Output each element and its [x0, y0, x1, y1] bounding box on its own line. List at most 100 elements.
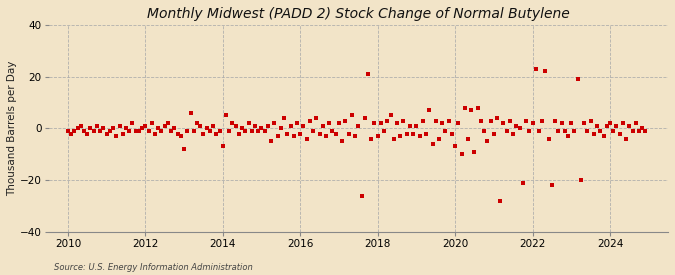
- Point: [333, 121, 344, 125]
- Point: [485, 119, 496, 123]
- Point: [433, 136, 444, 141]
- Point: [337, 139, 348, 144]
- Point: [404, 123, 415, 128]
- Point: [159, 123, 170, 128]
- Y-axis label: Thousand Barrels per Day: Thousand Barrels per Day: [7, 61, 17, 196]
- Point: [576, 178, 587, 182]
- Point: [69, 129, 80, 133]
- Point: [98, 126, 109, 131]
- Point: [537, 119, 547, 123]
- Point: [224, 129, 235, 133]
- Point: [295, 131, 306, 136]
- Point: [105, 129, 115, 133]
- Point: [549, 119, 560, 123]
- Point: [88, 129, 99, 133]
- Point: [217, 144, 228, 149]
- Point: [417, 119, 428, 123]
- Point: [598, 134, 609, 138]
- Point: [508, 131, 518, 136]
- Point: [456, 152, 467, 156]
- Point: [65, 131, 76, 136]
- Point: [572, 77, 583, 81]
- Title: Monthly Midwest (PADD 2) Stock Change of Normal Butylene: Monthly Midwest (PADD 2) Stock Change of…: [147, 7, 570, 21]
- Point: [560, 129, 570, 133]
- Point: [553, 129, 564, 133]
- Point: [414, 134, 425, 138]
- Point: [375, 121, 386, 125]
- Point: [266, 139, 277, 144]
- Point: [346, 113, 357, 118]
- Point: [166, 129, 177, 133]
- Point: [379, 129, 389, 133]
- Point: [421, 131, 431, 136]
- Point: [443, 119, 454, 123]
- Point: [214, 129, 225, 133]
- Point: [101, 131, 112, 136]
- Point: [398, 119, 409, 123]
- Point: [92, 123, 103, 128]
- Point: [547, 183, 558, 188]
- Point: [392, 121, 402, 125]
- Point: [518, 180, 529, 185]
- Point: [343, 131, 354, 136]
- Point: [156, 129, 167, 133]
- Point: [130, 129, 141, 133]
- Point: [146, 121, 157, 125]
- Point: [182, 129, 192, 133]
- Point: [79, 129, 90, 133]
- Point: [605, 121, 616, 125]
- Point: [566, 121, 576, 125]
- Point: [188, 129, 199, 133]
- Point: [237, 126, 248, 131]
- Point: [234, 131, 244, 136]
- Point: [505, 119, 516, 123]
- Point: [491, 116, 502, 120]
- Point: [124, 129, 134, 133]
- Point: [479, 129, 489, 133]
- Point: [263, 123, 273, 128]
- Point: [285, 123, 296, 128]
- Point: [169, 126, 180, 131]
- Point: [330, 131, 341, 136]
- Point: [279, 116, 290, 120]
- Point: [569, 129, 580, 133]
- Point: [356, 193, 367, 198]
- Point: [137, 126, 148, 131]
- Point: [150, 131, 161, 136]
- Point: [450, 144, 460, 149]
- Point: [314, 131, 325, 136]
- Point: [317, 123, 328, 128]
- Point: [462, 136, 473, 141]
- Point: [431, 119, 441, 123]
- Point: [324, 121, 335, 125]
- Point: [272, 134, 283, 138]
- Point: [227, 121, 238, 125]
- Point: [608, 129, 618, 133]
- Point: [627, 129, 638, 133]
- Point: [308, 129, 319, 133]
- Point: [275, 126, 286, 131]
- Point: [634, 129, 645, 133]
- Point: [163, 121, 173, 125]
- Point: [637, 126, 647, 131]
- Point: [292, 121, 302, 125]
- Point: [531, 67, 541, 71]
- Point: [611, 123, 622, 128]
- Point: [618, 121, 628, 125]
- Point: [395, 134, 406, 138]
- Point: [72, 126, 83, 131]
- Point: [382, 119, 393, 123]
- Point: [402, 131, 412, 136]
- Point: [388, 136, 399, 141]
- Point: [230, 123, 241, 128]
- Point: [321, 134, 331, 138]
- Point: [446, 131, 457, 136]
- Point: [63, 129, 74, 133]
- Point: [143, 129, 154, 133]
- Point: [192, 121, 202, 125]
- Point: [372, 134, 383, 138]
- Point: [482, 139, 493, 144]
- Point: [208, 123, 219, 128]
- Point: [578, 121, 589, 125]
- Point: [243, 121, 254, 125]
